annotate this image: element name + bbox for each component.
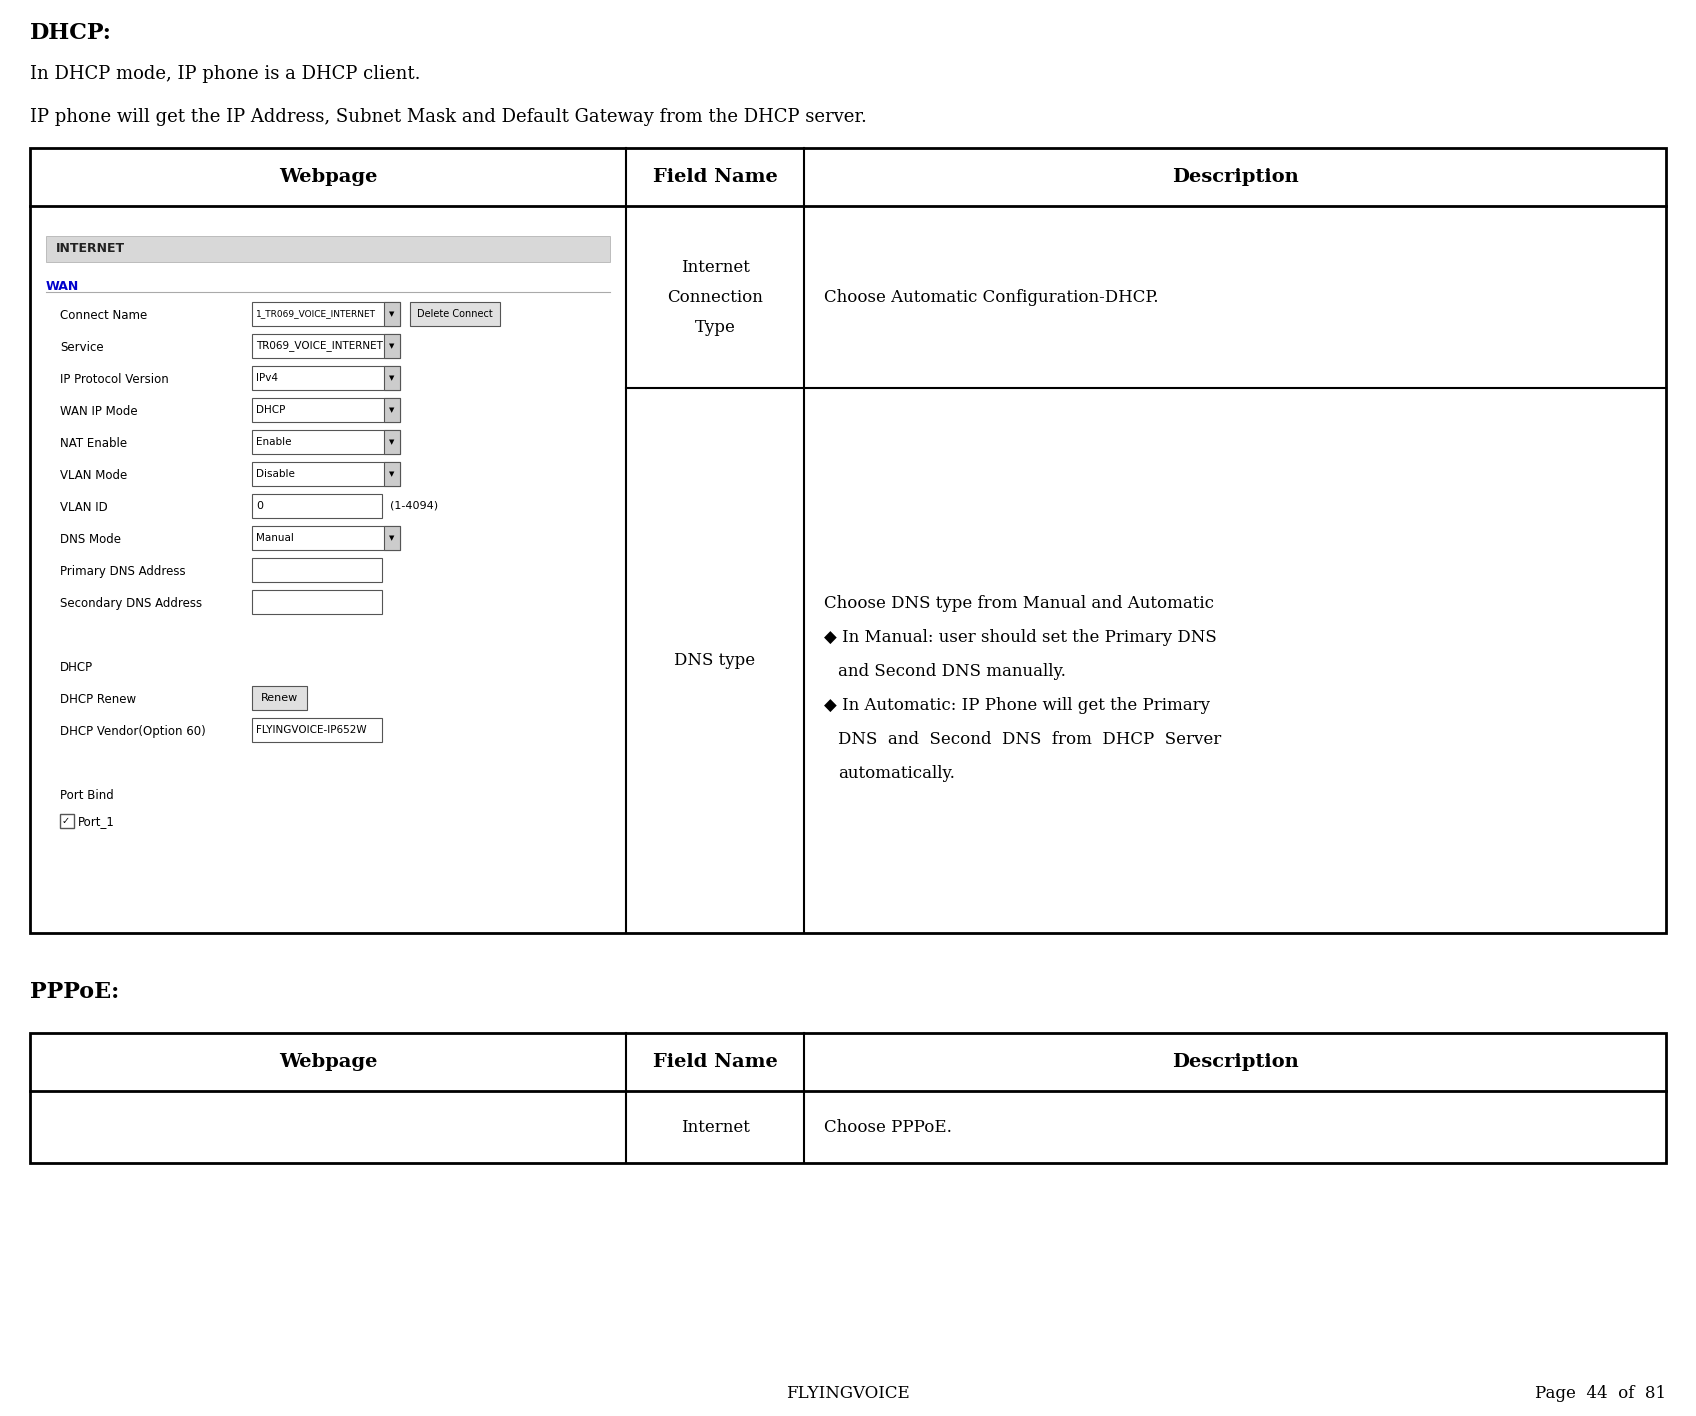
Text: (1-4094): (1-4094): [390, 501, 438, 511]
Text: Webpage: Webpage: [278, 169, 377, 185]
Text: Description: Description: [1172, 169, 1299, 185]
Text: ▼: ▼: [390, 535, 395, 541]
Text: Manual: Manual: [256, 532, 293, 542]
Bar: [253, 398, 400, 422]
Text: Internet
Connection
Type: Internet Connection Type: [667, 259, 763, 336]
Text: Choose DNS type from Manual and Automatic: Choose DNS type from Manual and Automati…: [824, 595, 1214, 612]
Text: ▼: ▼: [390, 406, 395, 413]
Text: In DHCP mode, IP phone is a DHCP client.: In DHCP mode, IP phone is a DHCP client.: [31, 65, 421, 84]
Bar: [46, 236, 611, 262]
Bar: [253, 334, 400, 358]
Text: Delete Connect: Delete Connect: [417, 309, 494, 319]
Text: Choose Automatic Configuration-DHCP.: Choose Automatic Configuration-DHCP.: [824, 289, 1158, 306]
Text: TR069_VOICE_INTERNET: TR069_VOICE_INTERNET: [256, 340, 383, 351]
Text: Service: Service: [59, 341, 103, 354]
Text: DNS Mode: DNS Mode: [59, 532, 120, 547]
Text: and Second DNS manually.: and Second DNS manually.: [838, 663, 1065, 680]
Text: IPv4: IPv4: [256, 372, 278, 382]
Bar: [383, 302, 400, 326]
Text: FLYINGVOICE: FLYINGVOICE: [787, 1385, 909, 1402]
Text: Webpage: Webpage: [278, 1054, 377, 1070]
Text: ✓: ✓: [63, 816, 70, 826]
Text: Renew: Renew: [261, 692, 298, 702]
Text: PPPoE:: PPPoE:: [31, 981, 119, 1003]
Text: IP Protocol Version: IP Protocol Version: [59, 372, 168, 387]
Text: ▼: ▼: [390, 343, 395, 348]
Text: Internet: Internet: [680, 1119, 750, 1136]
Text: ◆ In Automatic: IP Phone will get the Primary: ◆ In Automatic: IP Phone will get the Pr…: [824, 697, 1209, 714]
Text: NAT Enable: NAT Enable: [59, 438, 127, 450]
Bar: [383, 525, 400, 549]
Bar: [383, 365, 400, 389]
Bar: [31, 149, 1665, 933]
Text: Port Bind: Port Bind: [59, 789, 114, 801]
Text: WAN IP Mode: WAN IP Mode: [59, 405, 137, 418]
Text: Primary DNS Address: Primary DNS Address: [59, 565, 185, 578]
Text: Field Name: Field Name: [653, 1054, 777, 1070]
Text: automatically.: automatically.: [838, 765, 955, 782]
Text: ▼: ▼: [390, 439, 395, 445]
Bar: [253, 525, 400, 549]
Bar: [253, 494, 382, 518]
Text: Choose PPPoE.: Choose PPPoE.: [824, 1119, 951, 1136]
Text: Port_1: Port_1: [78, 816, 115, 828]
Text: DNS type: DNS type: [675, 651, 755, 668]
Text: Connect Name: Connect Name: [59, 309, 148, 321]
Text: ▼: ▼: [390, 375, 395, 381]
Text: ▼: ▼: [390, 472, 395, 477]
Text: Secondary DNS Address: Secondary DNS Address: [59, 598, 202, 610]
Text: VLAN Mode: VLAN Mode: [59, 469, 127, 481]
Bar: [383, 430, 400, 455]
Bar: [383, 334, 400, 358]
Bar: [253, 462, 400, 486]
Text: 1_TR069_VOICE_INTERNET: 1_TR069_VOICE_INTERNET: [256, 310, 377, 319]
Text: IP phone will get the IP Address, Subnet Mask and Default Gateway from the DHCP : IP phone will get the IP Address, Subnet…: [31, 108, 867, 126]
Bar: [383, 462, 400, 486]
Bar: [31, 1034, 1665, 1163]
Text: WAN: WAN: [46, 279, 80, 293]
Text: FLYINGVOICE-IP652W: FLYINGVOICE-IP652W: [256, 725, 366, 735]
Text: Field Name: Field Name: [653, 169, 777, 185]
Text: DHCP: DHCP: [59, 661, 93, 674]
Bar: [253, 590, 382, 615]
Text: DHCP:: DHCP:: [31, 23, 112, 44]
Text: Page  44  of  81: Page 44 of 81: [1535, 1385, 1665, 1402]
Text: VLAN ID: VLAN ID: [59, 501, 109, 514]
Text: DHCP: DHCP: [256, 405, 285, 415]
Bar: [253, 558, 382, 582]
Bar: [253, 685, 307, 709]
Text: 0: 0: [256, 501, 263, 511]
Text: ▼: ▼: [390, 312, 395, 317]
Bar: [383, 398, 400, 422]
Bar: [253, 365, 400, 389]
Bar: [410, 302, 500, 326]
Bar: [253, 430, 400, 455]
Bar: [59, 814, 75, 828]
Text: ◆ In Manual: user should set the Primary DNS: ◆ In Manual: user should set the Primary…: [824, 629, 1216, 646]
Text: Enable: Enable: [256, 438, 292, 447]
Text: Disable: Disable: [256, 469, 295, 479]
Text: Description: Description: [1172, 1054, 1299, 1070]
Text: DHCP Vendor(Option 60): DHCP Vendor(Option 60): [59, 725, 205, 738]
Bar: [253, 302, 400, 326]
Bar: [253, 718, 382, 742]
Text: DNS  and  Second  DNS  from  DHCP  Server: DNS and Second DNS from DHCP Server: [838, 731, 1221, 748]
Text: DHCP Renew: DHCP Renew: [59, 692, 136, 707]
Text: INTERNET: INTERNET: [56, 242, 126, 255]
